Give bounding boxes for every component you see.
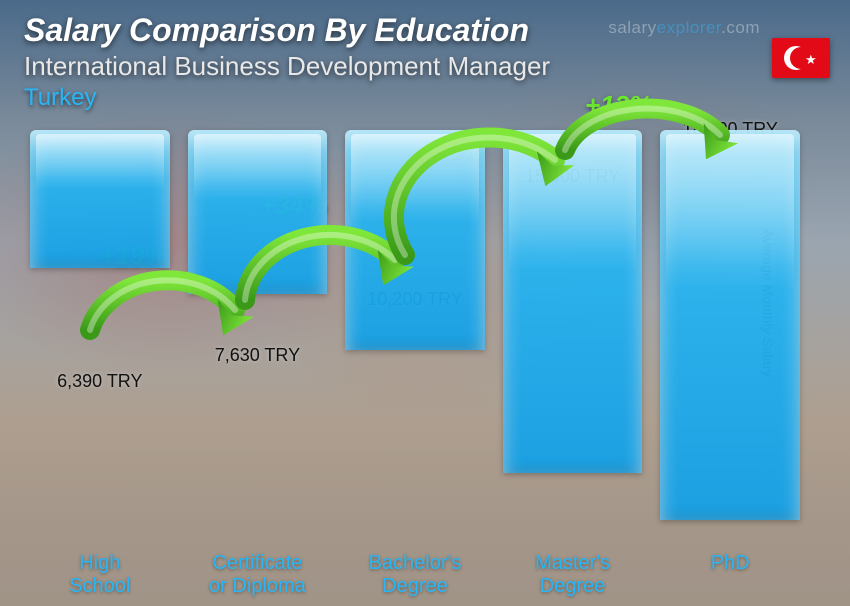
page-country: Turkey — [24, 84, 826, 112]
x-axis-label: HighSchool — [30, 552, 170, 598]
bar-slot: 18,100 TRY — [660, 130, 800, 536]
page-subtitle: International Business Development Manag… — [24, 51, 826, 82]
bar-chart: 6,390 TRY7,630 TRY10,200 TRY15,900 TRY18… — [30, 130, 800, 536]
bar — [345, 130, 485, 350]
page-title: Salary Comparison By Education — [24, 12, 826, 49]
x-axis-label: Certificateor Diploma — [188, 552, 328, 598]
bar — [30, 130, 170, 268]
bar — [660, 130, 800, 520]
bar-slot: 15,900 TRY — [503, 130, 643, 536]
bar-value-label: 7,630 TRY — [160, 345, 355, 366]
bar — [188, 130, 328, 294]
x-axis-labels: HighSchool Certificateor Diploma Bachelor'… — [30, 552, 800, 598]
bar-slot: 6,390 TRY — [30, 130, 170, 536]
bar — [503, 130, 643, 473]
bar-slot: 7,630 TRY — [188, 130, 328, 536]
bar-value-label: 6,390 TRY — [2, 371, 197, 392]
x-axis-label: Master'sDegree — [503, 552, 643, 598]
x-axis-label: Bachelor'sDegree — [345, 552, 485, 598]
x-axis-label: PhD — [660, 552, 800, 598]
header: Salary Comparison By Education Internati… — [0, 0, 850, 116]
bar-slot: 10,200 TRY — [345, 130, 485, 536]
